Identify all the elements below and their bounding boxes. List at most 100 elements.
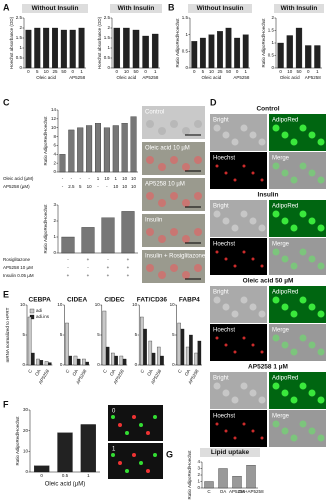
bar xyxy=(103,127,110,173)
bar xyxy=(160,355,164,366)
cell xyxy=(118,423,122,427)
condition-value: 1 xyxy=(97,176,100,181)
x-tick-label: AP5258 xyxy=(229,489,246,494)
y-tick-label: 0 xyxy=(271,65,274,70)
y-axis-label: Ratio AdipoRed/Hoechst xyxy=(187,450,192,500)
condition-value: - xyxy=(62,176,64,181)
bar xyxy=(114,355,118,366)
y-tick-label: 0 xyxy=(97,362,100,367)
y-tick-label: 10 xyxy=(20,302,26,307)
x-tick-label: 50 xyxy=(296,69,302,74)
x-tick-label: 1 xyxy=(87,473,90,478)
y-tick-label: 1.5 xyxy=(104,35,111,40)
bar xyxy=(82,358,86,366)
cell xyxy=(317,262,325,270)
gene-title: CIDEC xyxy=(104,297,125,304)
micrograph xyxy=(269,200,326,237)
x-tick-label: 5 xyxy=(202,69,205,74)
condition-value: 5 xyxy=(79,184,82,189)
cell xyxy=(182,235,190,243)
cell xyxy=(224,171,228,175)
condition-value: + xyxy=(107,265,110,270)
cell xyxy=(170,228,178,236)
cell xyxy=(231,138,239,146)
chart-title: Without Insulin xyxy=(197,5,244,12)
bar xyxy=(111,352,115,366)
y-tick-label: 10 xyxy=(23,449,29,454)
y-tick-label: 5 xyxy=(135,332,138,337)
title-banner xyxy=(188,4,252,13)
x-tick-label: OA+AP5258 xyxy=(238,489,264,494)
bar xyxy=(148,340,153,366)
y-tick-label: 0.5 xyxy=(104,55,111,60)
bar xyxy=(189,334,193,366)
y-tick-label: 5 xyxy=(22,332,25,337)
cell xyxy=(272,420,280,428)
cell xyxy=(194,264,202,272)
bar xyxy=(34,465,50,473)
condition-label: Insulin 0.05 µM xyxy=(3,273,34,278)
cell xyxy=(317,396,325,404)
y-axis-label: Hoechst absorbance (OD) xyxy=(97,16,102,69)
cell xyxy=(290,224,298,232)
micrograph-label: Hoechst xyxy=(213,242,235,248)
x-tick-label: 10 xyxy=(287,69,293,74)
y-axis-label: Ratio AdipoRed/Hoechst xyxy=(43,116,48,166)
y-tick-label: 1.5 xyxy=(182,15,189,20)
chart-title: Lipid uptake xyxy=(211,449,250,456)
x-tick-label: C xyxy=(139,368,145,374)
micrograph xyxy=(108,443,163,479)
bar xyxy=(44,361,49,366)
y-tick-label: 6 xyxy=(53,143,56,148)
bar xyxy=(105,346,110,366)
cell xyxy=(272,334,280,342)
bar xyxy=(60,29,67,69)
cell xyxy=(240,124,248,132)
cell xyxy=(308,427,316,435)
cell xyxy=(290,138,298,146)
cell xyxy=(146,264,154,272)
condition-label: AP5258 10 µM xyxy=(3,265,33,270)
y-tick-label: 10 xyxy=(170,302,176,307)
cell xyxy=(233,350,237,354)
bar xyxy=(101,217,115,254)
cell xyxy=(249,131,257,139)
y-tick-label: 10 xyxy=(132,302,138,307)
micrograph-label: Oleic acid 10 µM xyxy=(145,146,190,152)
cell xyxy=(308,255,316,263)
condition-value: + xyxy=(127,265,130,270)
y-tick-label: 0 xyxy=(25,469,28,474)
gene-title: CEBPA xyxy=(29,297,52,304)
condition-value: 1 xyxy=(115,176,118,181)
y-axis-label: Ratio AdipoRed/Hoechst xyxy=(261,18,266,68)
x-tick-label: 10 xyxy=(44,69,50,74)
bar xyxy=(59,154,66,173)
bar xyxy=(130,116,137,173)
condition-value: + xyxy=(127,257,130,262)
cell xyxy=(158,199,166,207)
cell xyxy=(224,343,228,347)
cell xyxy=(260,436,264,440)
cell xyxy=(111,415,115,419)
bar xyxy=(68,355,73,366)
group-label: Oleic acid xyxy=(280,75,300,80)
x-tick-label: 1 xyxy=(80,69,83,74)
micrograph-label: AP5258 10 µM xyxy=(145,182,185,188)
condition-value: + xyxy=(67,273,70,278)
micrograph xyxy=(269,324,326,361)
cell xyxy=(299,124,307,132)
cell xyxy=(158,127,166,135)
panel-letter: G xyxy=(166,449,173,459)
cell xyxy=(182,163,190,171)
y-tick-label: 3 xyxy=(53,202,56,207)
panel-title: Insulin xyxy=(258,192,279,199)
cell xyxy=(194,192,202,200)
condition-value: - xyxy=(87,265,89,270)
condition-value: - xyxy=(67,265,69,270)
cell xyxy=(299,334,307,342)
x-tick-label: C xyxy=(65,368,71,374)
cell xyxy=(118,461,122,465)
y-axis-label: Ratio AdipoRed/Hoechst xyxy=(175,18,180,68)
bar xyxy=(142,35,149,69)
group-label: AP5258 xyxy=(142,75,159,80)
